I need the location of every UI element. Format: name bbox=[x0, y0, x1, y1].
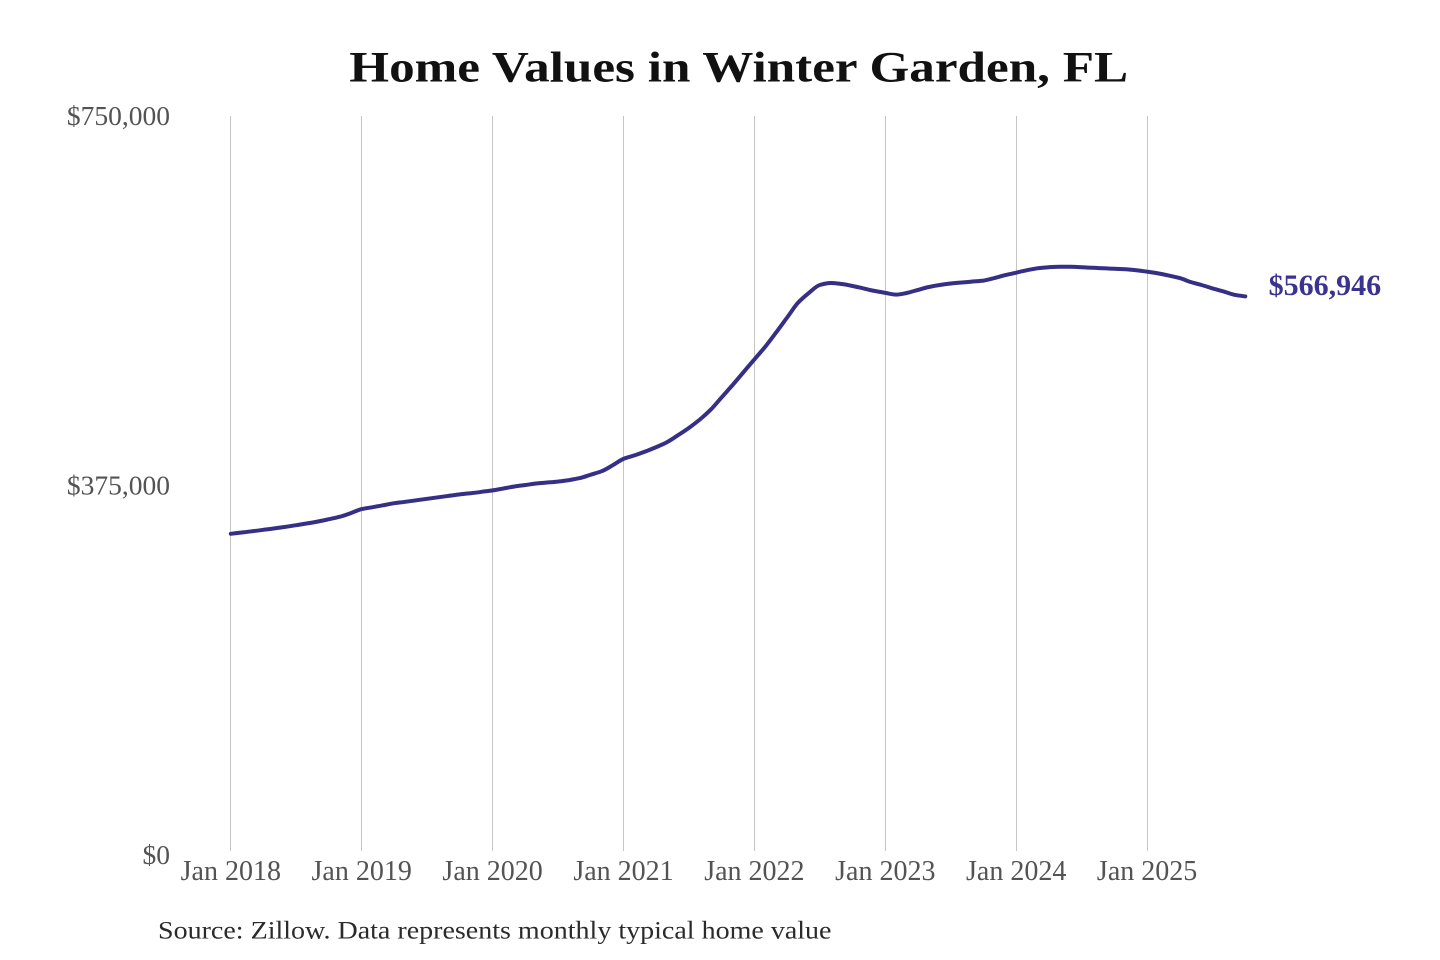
svg-text:$0: $0 bbox=[143, 839, 171, 870]
svg-text:Jan 2025: Jan 2025 bbox=[1097, 856, 1197, 887]
svg-text:Jan 2021: Jan 2021 bbox=[573, 856, 673, 887]
svg-text:Jan 2018: Jan 2018 bbox=[181, 856, 281, 887]
svg-text:Jan 2022: Jan 2022 bbox=[704, 856, 804, 887]
svg-text:Jan 2019: Jan 2019 bbox=[312, 856, 412, 887]
svg-text:Home Values in Winter Garden,: Home Values in Winter Garden, FL bbox=[349, 44, 1128, 91]
svg-text:$566,946: $566,946 bbox=[1269, 269, 1382, 302]
svg-text:Jan 2020: Jan 2020 bbox=[442, 856, 542, 887]
svg-text:$375,000: $375,000 bbox=[67, 470, 170, 501]
svg-text:Jan 2024: Jan 2024 bbox=[966, 856, 1066, 887]
svg-text:$750,000: $750,000 bbox=[67, 100, 170, 131]
svg-text:Source: Zillow. Data represent: Source: Zillow. Data represents monthly … bbox=[158, 916, 832, 944]
svg-text:Jan 2023: Jan 2023 bbox=[835, 856, 935, 887]
